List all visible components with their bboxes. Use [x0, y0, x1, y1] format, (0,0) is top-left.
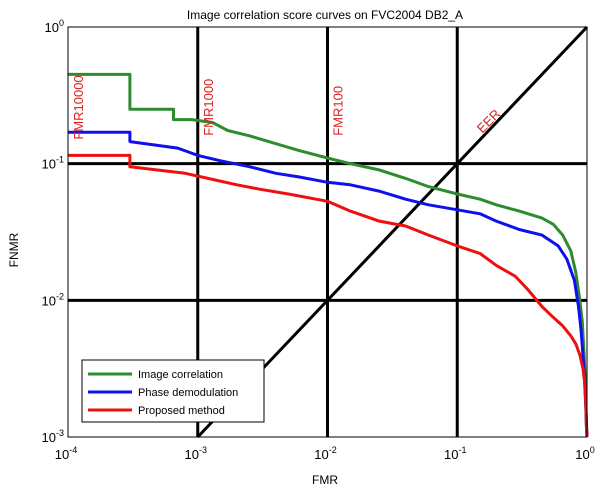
- y-tick-label: 10-2: [42, 291, 64, 308]
- annotation-label: FMR100: [331, 86, 346, 136]
- x-tick-label: 10-3: [185, 445, 207, 462]
- x-tick-exponent: 0: [590, 445, 595, 455]
- legend-label: Phase demodulation: [138, 387, 238, 399]
- y-tick-label: 10-3: [42, 428, 64, 445]
- y-tick-base: 10: [45, 20, 59, 35]
- x-axis-ticks: 10-4 10-3 10-2 10-1 100: [55, 27, 595, 462]
- y-tick-exponent: -2: [56, 291, 64, 301]
- annotation-label: FMR10000: [71, 75, 86, 139]
- x-tick-base: 10: [185, 447, 199, 462]
- x-tick-exponent: -2: [329, 445, 337, 455]
- x-tick-label: 100: [575, 445, 594, 462]
- x-tick-label: 10-1: [444, 445, 466, 462]
- series-line-1: [68, 72, 589, 438]
- x-tick-exponent: -4: [69, 445, 77, 455]
- legend-label: Proposed method: [138, 405, 225, 417]
- y-tick-base: 10: [42, 430, 56, 445]
- x-tick-base: 10: [444, 447, 458, 462]
- y-tick-label: 10-1: [42, 155, 64, 172]
- x-tick-exponent: -3: [199, 445, 207, 455]
- legend-label: Image correlation: [138, 369, 223, 381]
- legend: Image correlation Phase demodulation Propo…: [81, 359, 265, 423]
- x-tick-base: 10: [575, 447, 589, 462]
- y-tick-label: 100: [45, 18, 64, 35]
- x-axis-label: FMR: [312, 473, 338, 487]
- y-tick-exponent: -1: [56, 155, 64, 165]
- annotation-label: EER: [474, 106, 504, 136]
- y-tick-exponent: 0: [59, 18, 64, 28]
- series-line-3: [68, 153, 589, 438]
- series-layer: [68, 72, 589, 438]
- y-tick-exponent: -3: [56, 428, 64, 438]
- y-axis-label: FNMR: [7, 232, 21, 267]
- x-tick-exponent: -1: [458, 445, 466, 455]
- chart-title: Image correlation score curves on FVC200…: [187, 8, 463, 22]
- x-tick-base: 10: [55, 447, 69, 462]
- series-line-2: [68, 130, 589, 438]
- y-tick-base: 10: [42, 157, 56, 172]
- annotation-label: FMR1000: [201, 79, 216, 136]
- annotations: FMR10000 FMR1000 FMR100 EER: [71, 75, 503, 139]
- x-tick-label: 10-2: [314, 445, 336, 462]
- x-tick-label: 10-4: [55, 445, 77, 462]
- x-tick-base: 10: [314, 447, 328, 462]
- y-tick-base: 10: [42, 293, 56, 308]
